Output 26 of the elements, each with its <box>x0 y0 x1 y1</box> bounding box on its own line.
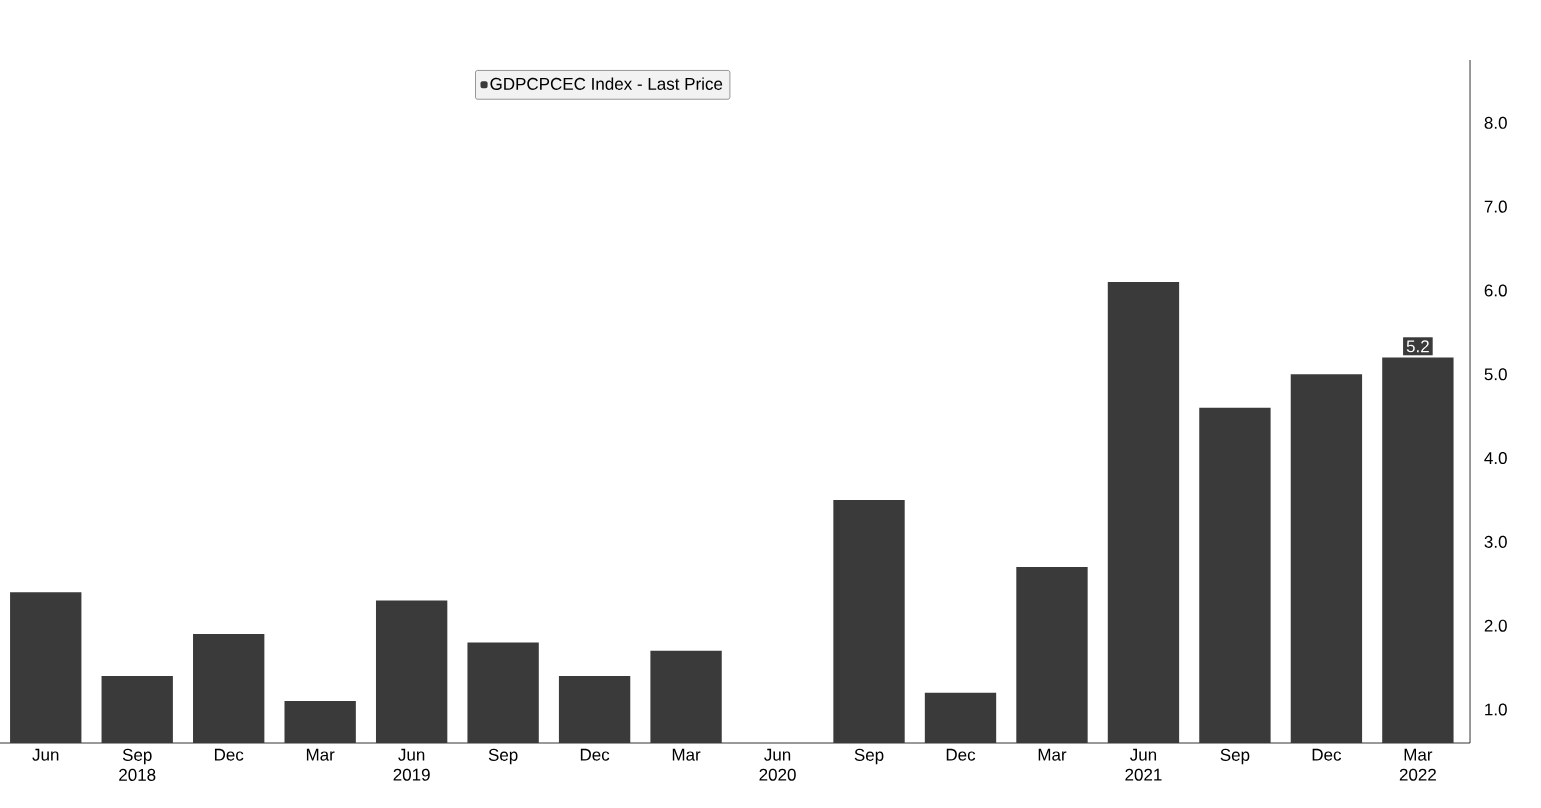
x-tick-label: Dec <box>946 748 976 761</box>
y-tick-label: 7.0 <box>1484 200 1507 213</box>
x-tick-label: Mar <box>1038 748 1067 761</box>
y-tick-label: 2.0 <box>1484 619 1507 632</box>
y-tick-label: 8.0 <box>1484 116 1507 129</box>
y-tick-label: 5.0 <box>1484 368 1507 381</box>
x-tick-label: Dec <box>214 748 244 761</box>
x-tick-label: Mar 2022 <box>1399 748 1436 781</box>
x-tick-label: Jun 2020 <box>759 748 796 781</box>
x-tick-label: Sep 2018 <box>119 748 156 781</box>
x-tick-label: Dec <box>580 748 610 761</box>
x-tick-label: Mar <box>672 748 701 761</box>
x-tick-label: Sep <box>488 748 518 765</box>
x-tick-label: Sep <box>1220 748 1250 765</box>
x-tick-label: Mar <box>306 748 335 761</box>
x-tick-label: Dec <box>1312 748 1342 761</box>
legend-label: GDPCPCEC Index - Last Price <box>490 77 723 90</box>
y-tick-label: 4.0 <box>1484 452 1507 465</box>
x-tick-label: Jun 2019 <box>393 748 430 781</box>
x-tick-label: Jun <box>32 748 59 761</box>
y-tick-label: 6.0 <box>1484 284 1507 297</box>
y-tick-label: 1.0 <box>1485 703 1507 716</box>
data-label: 5.2 <box>1406 340 1429 353</box>
y-tick-label: 3.0 <box>1484 535 1507 548</box>
x-tick-label: Sep <box>854 748 884 765</box>
x-tick-label: Jun 2021 <box>1125 748 1162 781</box>
